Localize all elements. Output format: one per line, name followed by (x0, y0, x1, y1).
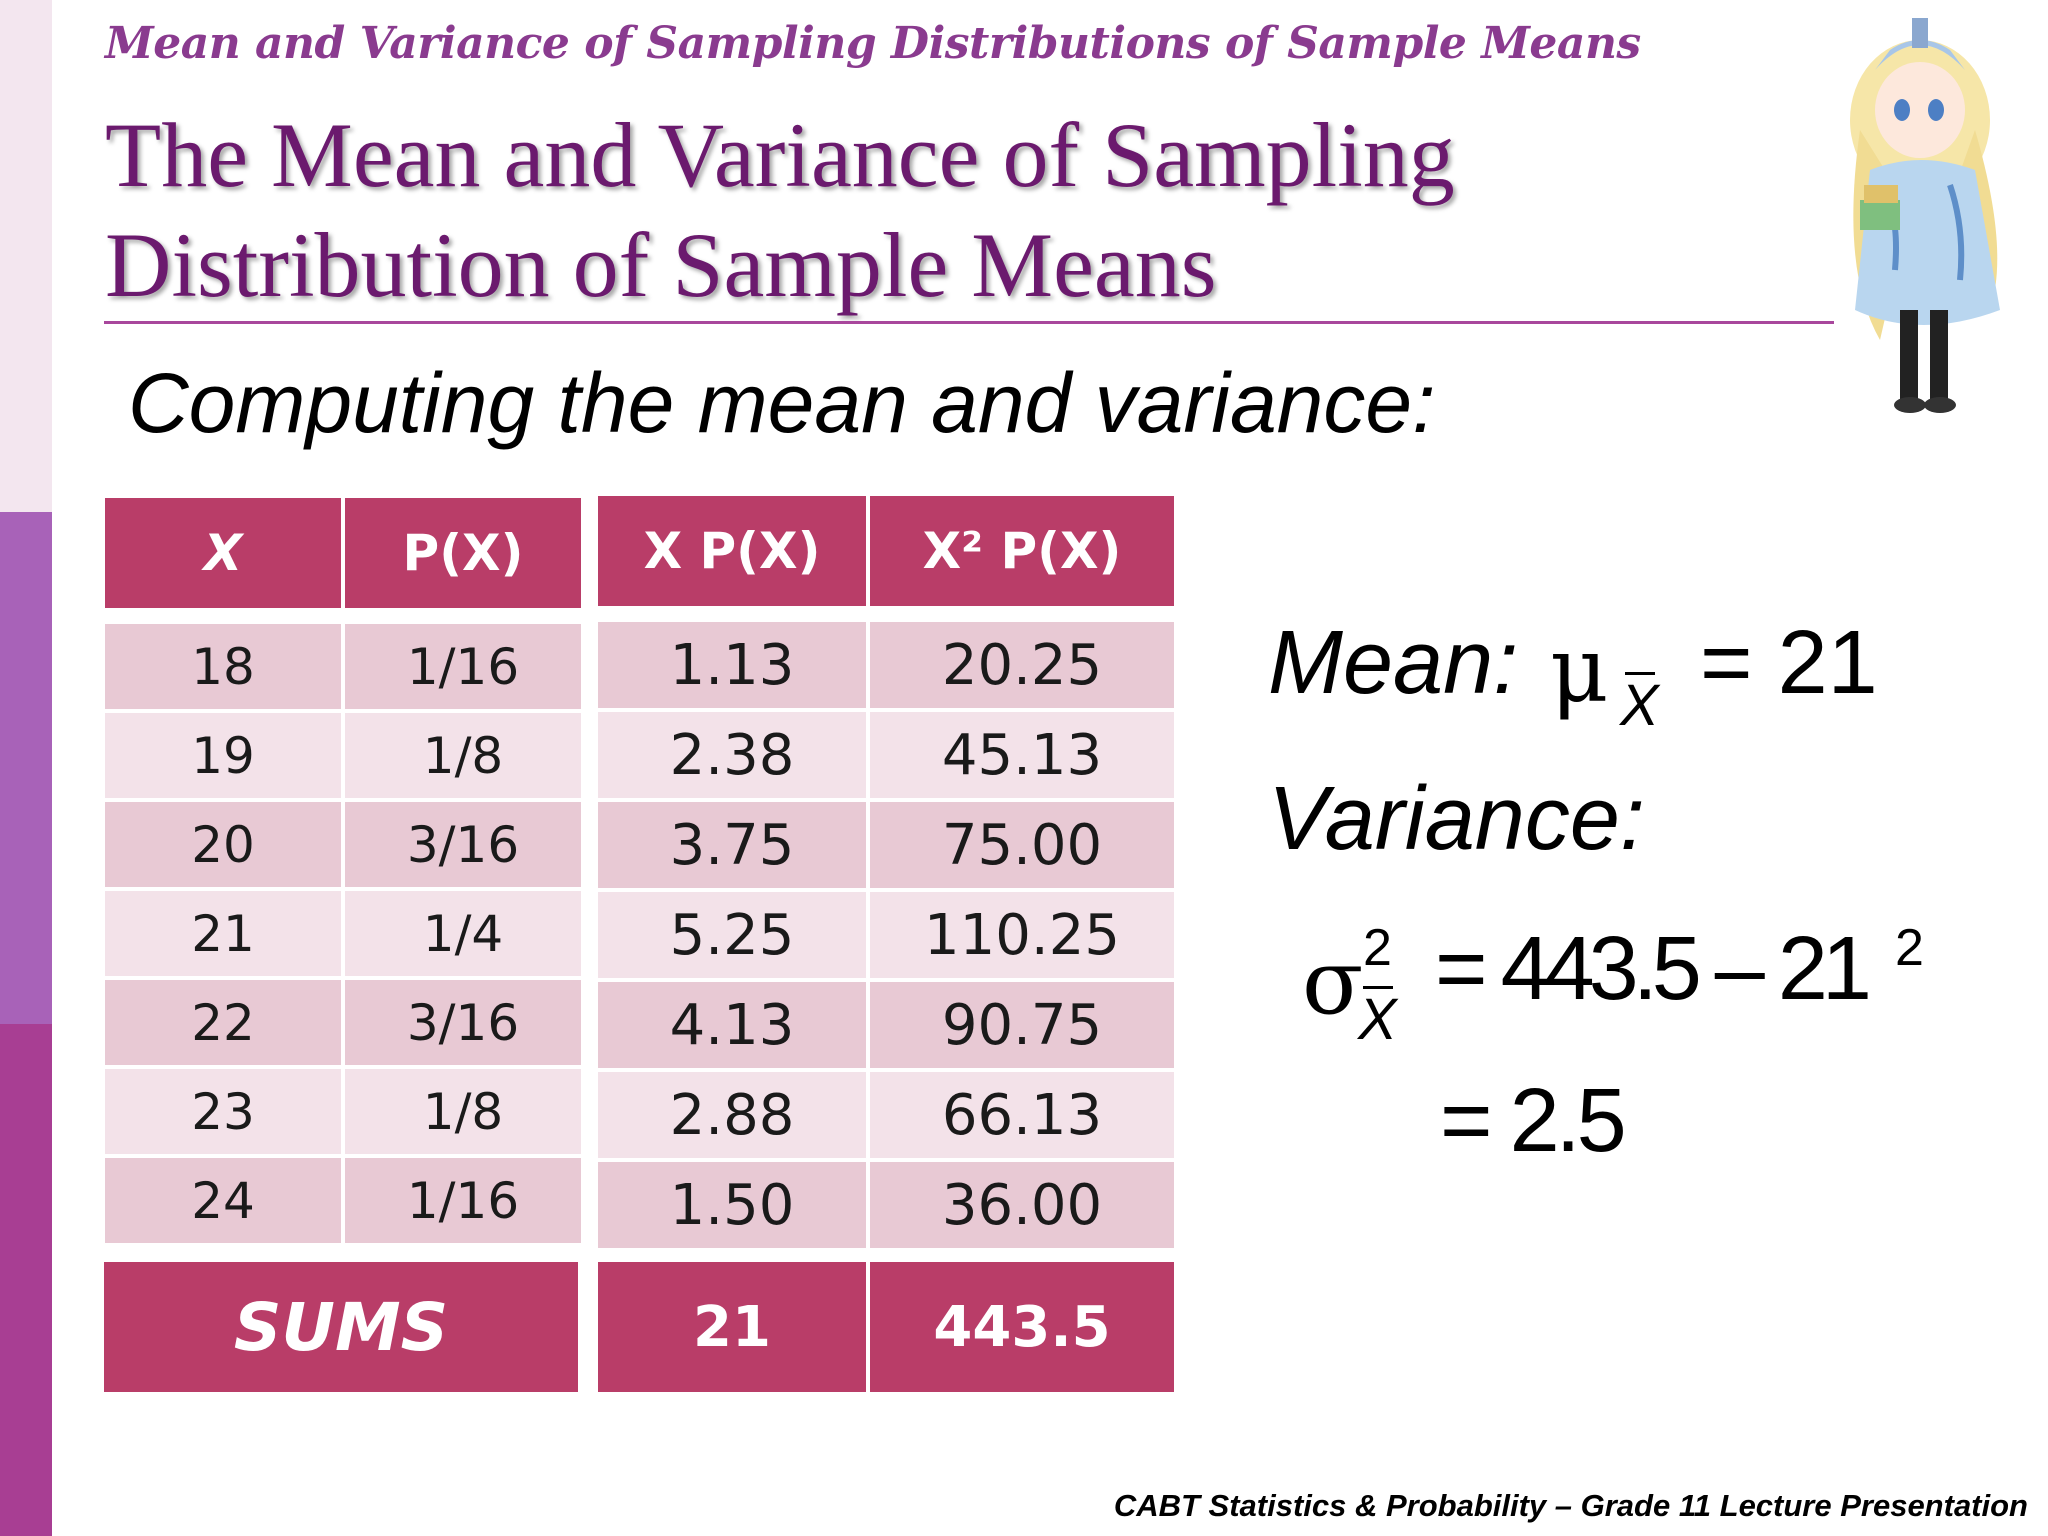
table-row: 2.38 45.13 (598, 712, 1174, 798)
variance-superscript: 2 (1895, 919, 1924, 977)
x-probability-table: X P(X) 18 1/16 19 1/8 20 3/16 21 1/4 22 … (101, 494, 585, 1247)
cell-xpx: 2.88 (598, 1072, 866, 1158)
table-row: 21 1/4 (105, 891, 581, 976)
cell-px: 3/16 (345, 802, 581, 887)
cell-px: 1/8 (345, 713, 581, 798)
cell-x: 20 (105, 802, 341, 887)
variance-result: = 2.5 (1440, 1071, 1627, 1171)
mean-label: Mean: (1268, 613, 1519, 713)
cell-xpx: 1.50 (598, 1162, 866, 1248)
cell-x2px: 45.13 (870, 712, 1174, 798)
cell-x2px: 66.13 (870, 1072, 1174, 1158)
title-divider (104, 321, 1834, 324)
cell-px: 1/16 (345, 624, 581, 709)
slide-title-line-2: Distribution of Sample Means (105, 214, 1217, 316)
header-x2px: X² P(X) (870, 496, 1174, 606)
table-row: 4.13 90.75 (598, 982, 1174, 1068)
sum-xpx: 21 (598, 1262, 866, 1392)
cell-x: 24 (105, 1158, 341, 1243)
sigma-superscript: 2 (1363, 919, 1392, 977)
sigma-symbol: σ (1302, 930, 1364, 1035)
cell-x: 23 (105, 1069, 341, 1154)
table-row: 3.75 75.00 (598, 802, 1174, 888)
header-xpx: X P(X) (598, 496, 866, 606)
slide-title-line-1: The Mean and Variance of Sampling (105, 104, 1455, 206)
variance-equation: = 443.5 – 21 (1435, 919, 1872, 1019)
cell-xpx: 3.75 (598, 802, 866, 888)
header-px: P(X) (345, 498, 581, 608)
table-row: 23 1/8 (105, 1069, 581, 1154)
cell-x2px: 20.25 (870, 622, 1174, 708)
sums-label: SUMS (104, 1262, 578, 1392)
slide-subtitle: Computing the mean and variance: (128, 356, 1436, 450)
cell-xpx: 5.25 (598, 892, 866, 978)
table-row: 19 1/8 (105, 713, 581, 798)
side-strip-middle (0, 512, 52, 1024)
table-row: 22 3/16 (105, 980, 581, 1065)
cell-px: 1/4 (345, 891, 581, 976)
cell-x2px: 110.25 (870, 892, 1174, 978)
table-row: 24 1/16 (105, 1158, 581, 1243)
expectation-table: X P(X) X² P(X) 1.13 20.25 2.38 45.13 3.7… (594, 492, 1178, 1252)
cell-x2px: 90.75 (870, 982, 1174, 1068)
sigma-subscript-bar (1363, 986, 1393, 989)
header-x: X (105, 498, 341, 608)
sigma-subscript: X (1358, 987, 1397, 1052)
table-row: 5.25 110.25 (598, 892, 1174, 978)
side-strip-bottom (0, 1024, 52, 1536)
section-title: Mean and Variance of Sampling Distributi… (105, 18, 1641, 69)
cell-x: 21 (105, 891, 341, 976)
cell-px: 3/16 (345, 980, 581, 1065)
cell-x: 18 (105, 624, 341, 709)
mu-subscript: X (1620, 673, 1659, 738)
variance-label: Variance: (1268, 769, 1645, 869)
cell-xpx: 4.13 (598, 982, 866, 1068)
cell-xpx: 2.38 (598, 712, 866, 798)
table-row: 1.50 36.00 (598, 1162, 1174, 1248)
mu-symbol: μ (1550, 618, 1609, 723)
table-row: 20 3/16 (105, 802, 581, 887)
side-strip-top (0, 0, 52, 512)
cell-x: 22 (105, 980, 341, 1065)
sum-x2px: 443.5 (870, 1262, 1174, 1392)
table-row: 2.88 66.13 (598, 1072, 1174, 1158)
table-row: 1.13 20.25 (598, 622, 1174, 708)
cell-x2px: 75.00 (870, 802, 1174, 888)
mu-subscript-bar (1625, 672, 1655, 675)
cell-xpx: 1.13 (598, 622, 866, 708)
cell-px: 1/8 (345, 1069, 581, 1154)
cell-x2px: 36.00 (870, 1162, 1174, 1248)
cell-px: 1/16 (345, 1158, 581, 1243)
anime-girl-mascot-icon (1850, 18, 2000, 413)
footer-credit: CABT Statistics & Probability – Grade 11… (1113, 1488, 2028, 1523)
cell-x: 19 (105, 713, 341, 798)
slide-title: The Mean and Variance of Sampling Distri… (105, 100, 1455, 320)
mean-equation: = 21 (1700, 613, 1878, 713)
table-row: 18 1/16 (105, 624, 581, 709)
